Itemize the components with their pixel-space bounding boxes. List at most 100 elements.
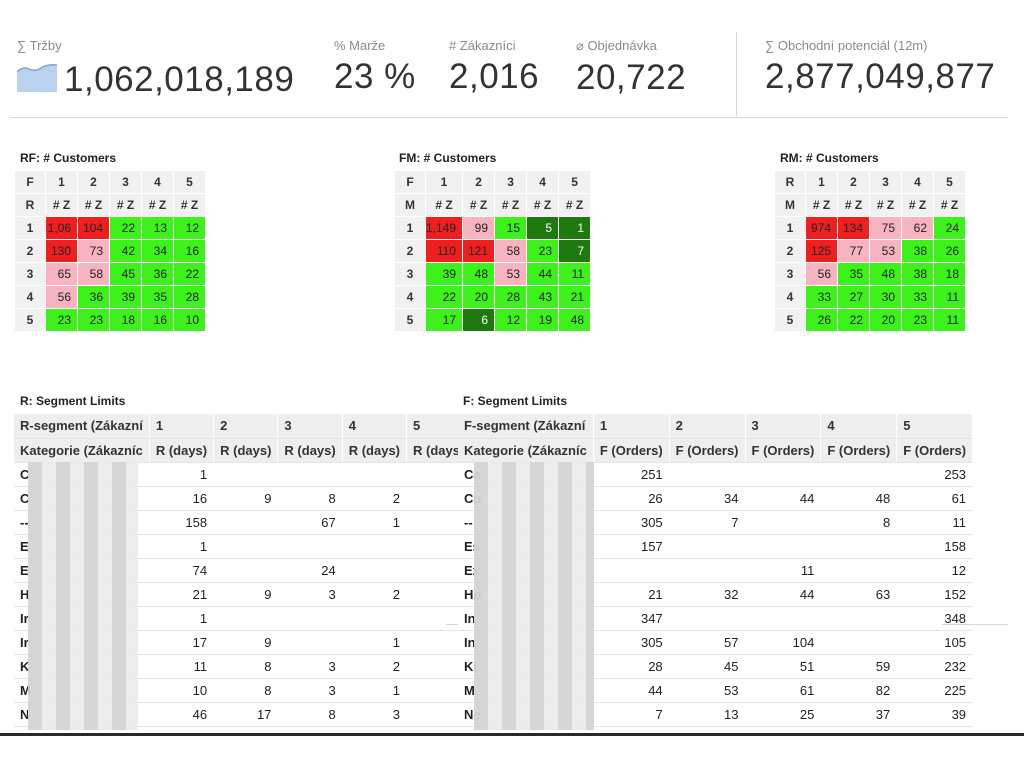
matrix-cell[interactable]: 28 xyxy=(173,285,206,309)
matrix-cell[interactable]: 39 xyxy=(109,285,142,309)
matrix-cell[interactable]: 45 xyxy=(109,262,142,286)
matrix-cell[interactable]: 75 xyxy=(869,216,902,240)
matrix-cell[interactable]: 48 xyxy=(558,308,592,332)
matrix-cell[interactable]: 62 xyxy=(901,216,934,240)
matrix-cell[interactable]: 27 xyxy=(837,285,870,309)
matrix-cell[interactable]: 134 xyxy=(837,216,870,240)
matrix-cell[interactable]: 56 xyxy=(45,285,78,309)
matrix-cell[interactable]: 20 xyxy=(869,308,902,332)
matrix-cell[interactable]: 35 xyxy=(141,285,174,309)
matrix-cell[interactable]: 15 xyxy=(494,216,528,240)
limit-value xyxy=(745,510,822,535)
matrix-cell[interactable]: 6 xyxy=(462,308,496,332)
matrix-cell[interactable]: 125 xyxy=(805,239,838,263)
matrix-sub-header: M # Z # Z # Z # Z # Z xyxy=(774,193,966,217)
rf-matrix: F 1 2 3 4 5 R # Z # Z # Z # Z # Z 1 1,06 104 22 13 12 2 130… xyxy=(14,170,206,332)
limit-value: 3 xyxy=(277,582,343,607)
matrix-cell[interactable]: 42 xyxy=(109,239,142,263)
limit-value: 82 xyxy=(820,678,898,703)
matrix-cell[interactable]: 26 xyxy=(933,239,966,263)
matrix-cell[interactable]: 53 xyxy=(869,239,902,263)
matrix-row-label: 1 xyxy=(394,216,426,240)
matrix-cell[interactable]: 121 xyxy=(462,239,496,263)
matrix-cell[interactable]: 39 xyxy=(424,262,464,286)
matrix-cell[interactable]: 13 xyxy=(141,216,174,240)
matrix-cell[interactable]: 21 xyxy=(558,285,592,309)
matrix-cell[interactable]: 1,06 xyxy=(45,216,78,240)
limit-value xyxy=(342,606,408,631)
matrix-cell[interactable]: 99 xyxy=(462,216,496,240)
matrix-cell[interactable]: 974 xyxy=(805,216,838,240)
rm-matrix: R 1 2 3 4 5 M # Z # Z # Z # Z # Z 1 974 134 75 62 24 2 125 7… xyxy=(774,170,966,332)
matrix-cell[interactable]: 48 xyxy=(462,262,496,286)
matrix-cell[interactable]: 65 xyxy=(45,262,78,286)
kpi-customers-value: 2,016 xyxy=(449,57,540,96)
matrix-cell[interactable]: 53 xyxy=(494,262,528,286)
limit-value: 26 xyxy=(593,486,670,511)
matrix-cell[interactable]: 35 xyxy=(837,262,870,286)
matrix-cell[interactable]: 19 xyxy=(526,308,560,332)
matrix-cell[interactable]: 7 xyxy=(558,239,592,263)
limit-value xyxy=(277,462,343,487)
matrix-cell[interactable]: 33 xyxy=(805,285,838,309)
matrix-cell[interactable]: 11 xyxy=(558,262,592,286)
matrix-cell[interactable]: 30 xyxy=(869,285,902,309)
matrix-row-label: 5 xyxy=(394,308,426,332)
matrix-cell[interactable]: 104 xyxy=(77,216,110,240)
matrix-cell[interactable]: 12 xyxy=(494,308,528,332)
matrix-cell[interactable]: 23 xyxy=(901,308,934,332)
matrix-cell[interactable]: 1,149 xyxy=(424,216,464,240)
matrix-cell[interactable]: 20 xyxy=(462,285,496,309)
matrix-cell[interactable]: 11 xyxy=(933,285,966,309)
limit-value: 59 xyxy=(820,654,898,679)
matrix-sub-label: # Z xyxy=(173,193,206,217)
matrix-cell[interactable]: 11 xyxy=(933,308,966,332)
matrix-cell[interactable]: 48 xyxy=(869,262,902,286)
matrix-cell[interactable]: 5 xyxy=(526,216,560,240)
matrix-cell[interactable]: 110 xyxy=(424,239,464,263)
matrix-cell[interactable]: 22 xyxy=(109,216,142,240)
limit-value: 39 xyxy=(896,702,974,727)
matrix-cell[interactable]: 18 xyxy=(109,308,142,332)
limit-value xyxy=(593,558,670,583)
matrix-cell[interactable]: 1 xyxy=(558,216,592,240)
matrix-cell[interactable]: 38 xyxy=(901,239,934,263)
matrix-cell[interactable]: 36 xyxy=(141,262,174,286)
matrix-cell[interactable]: 16 xyxy=(173,239,206,263)
matrix-sub-label: # Z xyxy=(462,193,496,217)
matrix-cell[interactable]: 23 xyxy=(526,239,560,263)
matrix-cell[interactable]: 77 xyxy=(837,239,870,263)
limit-value xyxy=(820,462,898,487)
matrix-cell[interactable]: 73 xyxy=(77,239,110,263)
limit-value: 9 xyxy=(213,630,279,655)
matrix-cell[interactable]: 23 xyxy=(77,308,110,332)
matrix-cell[interactable]: 130 xyxy=(45,239,78,263)
matrix-cell[interactable]: 44 xyxy=(526,262,560,286)
matrix-cell[interactable]: 36 xyxy=(77,285,110,309)
matrix-cell[interactable]: 58 xyxy=(77,262,110,286)
matrix-cell[interactable]: 38 xyxy=(901,262,934,286)
matrix-cell[interactable]: 26 xyxy=(805,308,838,332)
matrix-cell[interactable]: 18 xyxy=(933,262,966,286)
matrix-cell[interactable]: 17 xyxy=(424,308,464,332)
matrix-row: 2 125 77 53 38 26 xyxy=(774,239,966,263)
matrix-cell[interactable]: 22 xyxy=(424,285,464,309)
matrix-cell[interactable]: 10 xyxy=(173,308,206,332)
matrix-cell[interactable]: 34 xyxy=(141,239,174,263)
matrix-cell[interactable]: 22 xyxy=(173,262,206,286)
matrix-cell[interactable]: 23 xyxy=(45,308,78,332)
matrix-col-axis: R xyxy=(774,170,806,194)
limit-value: 16 xyxy=(149,486,215,511)
limit-value xyxy=(213,462,279,487)
matrix-cell[interactable]: 56 xyxy=(805,262,838,286)
matrix-cell[interactable]: 43 xyxy=(526,285,560,309)
matrix-row: 3 56 35 48 38 18 xyxy=(774,262,966,286)
matrix-cell[interactable]: 12 xyxy=(173,216,206,240)
matrix-cell[interactable]: 28 xyxy=(494,285,528,309)
matrix-cell[interactable]: 58 xyxy=(494,239,528,263)
matrix-cell[interactable]: 33 xyxy=(901,285,934,309)
limit-value: 24 xyxy=(277,558,343,583)
matrix-cell[interactable]: 16 xyxy=(141,308,174,332)
matrix-cell[interactable]: 24 xyxy=(933,216,966,240)
matrix-cell[interactable]: 22 xyxy=(837,308,870,332)
